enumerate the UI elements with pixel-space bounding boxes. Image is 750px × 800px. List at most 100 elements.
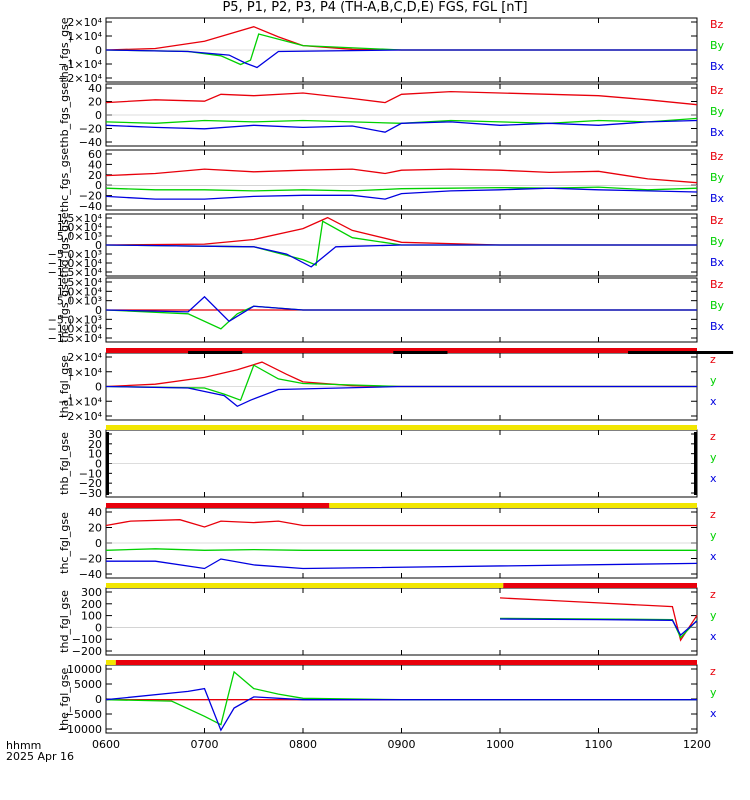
y-tick-label: −1×10⁴ (58, 58, 102, 71)
legend-entry: y (710, 686, 717, 699)
panel-frame (105, 664, 698, 734)
y-tick-label: 0 (95, 621, 102, 634)
panel-ylabel: thb_fgs_gse (58, 82, 71, 148)
legend-entry: y (710, 529, 717, 542)
series-line-y (105, 548, 697, 551)
series-line-Bx (105, 119, 698, 133)
y-tick-label: 0 (95, 693, 102, 706)
y-tick-label: −30 (79, 487, 102, 500)
date-label: 2025 Apr 16 (6, 750, 75, 763)
y-tick-label: −1.0×10⁴ (48, 323, 103, 336)
y-tick-label: 1×10⁴ (67, 366, 102, 379)
series-line-By (105, 186, 698, 192)
series-line-Bx (105, 49, 697, 69)
series-line-Bz (105, 26, 697, 51)
y-tick-label: −5.0×10³ (48, 248, 102, 261)
y-tick-label: 1.0×10⁴ (57, 285, 103, 298)
series-line-By (105, 220, 697, 267)
legend-entry: x (710, 395, 717, 408)
mode-bar-segment (106, 503, 330, 508)
x-tick-label: 0700 (191, 738, 219, 751)
y-tick-label: −20 (79, 190, 102, 203)
legend-entry: Bx (710, 60, 725, 73)
panel-ylabel: thc_fgl_gse (58, 512, 71, 574)
y-tick-label: −200 (72, 645, 102, 658)
chart-title: P5, P1, P2, P3, P4 (TH-A,B,C,D,E) FGS, F… (222, 0, 528, 15)
y-tick-label: 0 (95, 381, 102, 394)
y-tick-label: −1.0×10⁴ (48, 257, 103, 270)
y-tick-label: −20 (79, 123, 102, 136)
mode-bar-segment (106, 425, 697, 430)
series-line-y (105, 364, 697, 402)
y-tick-label: 20 (88, 522, 102, 535)
mode-bar-segment (106, 348, 697, 353)
legend-entry: y (710, 609, 717, 622)
y-tick-label: 0 (95, 44, 102, 57)
legend-entry: Bz (710, 278, 724, 291)
legend-entry: By (710, 105, 725, 118)
y-tick-label: 5.0×10³ (57, 230, 102, 243)
y-tick-label: −40 (79, 136, 102, 149)
series-line-z (105, 361, 697, 388)
y-tick-label: 40 (88, 506, 102, 519)
legend-entry: x (710, 472, 717, 485)
mode-bar-segment (329, 503, 697, 508)
y-tick-label: 0 (95, 109, 102, 122)
series-line-x (106, 558, 698, 570)
mode-bar-segment (393, 351, 448, 354)
mode-bar-segment (115, 660, 698, 665)
y-tick-label: −2×10⁴ (58, 72, 102, 85)
y-tick-label: −2×10⁴ (58, 410, 102, 423)
y-tick-label: 1.5×10⁴ (57, 212, 103, 225)
y-tick-label: 2×10⁴ (67, 351, 102, 364)
legend-entry: x (710, 550, 717, 563)
legend-entry: Bx (710, 320, 725, 333)
y-tick-label: −10000 (58, 723, 102, 736)
y-tick-label: 40 (88, 158, 102, 171)
series-line-x (105, 687, 697, 732)
legend-entry: z (710, 430, 716, 443)
legend-entry: z (710, 508, 716, 521)
series-line-x (499, 618, 698, 637)
series-line-Bz (105, 90, 698, 106)
mode-bar-segment (503, 583, 697, 588)
y-tick-label: 10000 (67, 663, 102, 676)
legend-entry: x (710, 707, 717, 720)
legend-entry: By (710, 39, 725, 52)
time-axis-label: hhmm (6, 739, 42, 752)
y-tick-label: 200 (81, 598, 102, 611)
legend-entry: Bx (710, 126, 725, 139)
y-tick-label: 5.0×10³ (57, 295, 102, 308)
series-line-Bz (105, 168, 698, 184)
y-tick-label: 60 (88, 148, 102, 161)
panel-ylabel: the_fgl_gse (58, 668, 71, 731)
y-tick-label: 100 (81, 610, 102, 623)
x-tick-label: 1000 (486, 738, 514, 751)
legend-entry: Bz (710, 214, 724, 227)
legend-entry: Bz (710, 18, 724, 31)
x-tick-label: 1200 (683, 738, 711, 751)
x-tick-label: 0900 (388, 738, 416, 751)
panel-ylabel: tha_fgl_gse (58, 355, 71, 418)
legend-entry: Bz (710, 84, 724, 97)
x-tick-label: 1100 (585, 738, 613, 751)
y-tick-label: 10 (88, 448, 102, 461)
y-tick-label: −1.5×10⁴ (48, 266, 103, 279)
legend-entry: By (710, 235, 725, 248)
legend-entry: x (710, 630, 717, 643)
y-tick-label: 0 (95, 537, 102, 550)
y-tick-label: −5000 (65, 708, 102, 721)
y-tick-label: −20 (79, 477, 102, 490)
series-line-Bz (105, 216, 697, 246)
series-line-Bx (105, 244, 697, 268)
series-line-Bx (105, 187, 698, 200)
y-tick-label: 2×10⁴ (67, 16, 102, 29)
y-tick-label: 300 (81, 586, 102, 599)
series-line-z (105, 519, 697, 528)
y-tick-label: 1.0×10⁴ (57, 221, 103, 234)
y-tick-label: 0 (95, 304, 102, 317)
y-tick-label: −5.0×10³ (48, 313, 102, 326)
legend-entry: y (710, 451, 717, 464)
y-tick-label: −10 (79, 467, 102, 480)
series-line-y (105, 670, 697, 726)
